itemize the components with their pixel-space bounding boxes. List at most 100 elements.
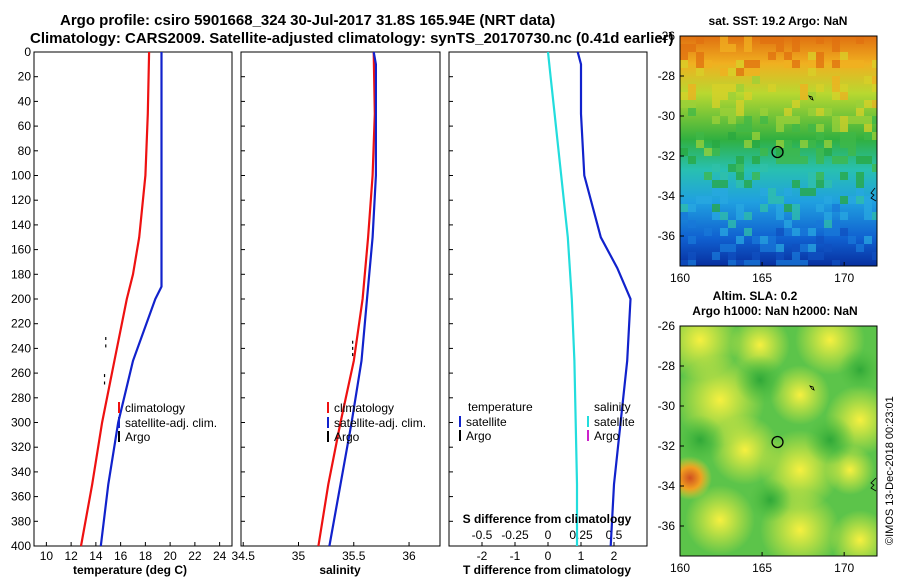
legend-climatology-label: climatology [125,401,185,415]
t-difference-tick-label: 2 [611,549,618,563]
latitude-tick-label: -26 [658,29,676,43]
depth-tick-label: 340 [11,465,31,479]
sla-map: Altim. SLA: 0.2 Argo h1000: NaN h2000: N… [658,289,878,575]
sst-pixel [744,212,752,220]
sst-pixel [792,156,800,164]
sst-pixel [840,92,848,100]
sst-pixel [752,76,760,84]
sst-pixel [720,68,728,76]
sst-pixel [752,236,760,244]
sst-pixel [784,116,792,124]
sst-pixel [736,204,744,212]
sst-pixel [872,76,877,84]
depth-tick-label: 160 [11,243,31,257]
sst-pixel [728,244,736,252]
depth-tick-label: 200 [11,292,31,306]
title-line-1: Argo profile: csiro 5901668_324 30-Jul-2… [60,12,555,29]
depth-tick-label: 20 [18,70,32,84]
sst-pixel [776,156,784,164]
sst-pixel [752,172,760,180]
s-difference-tick-label: -0.25 [501,528,529,542]
sst-pixel [840,124,848,132]
sst-pixel [776,196,784,204]
sst-pixel [776,260,784,266]
coastline-outline [870,187,877,202]
sst-pixel [712,116,720,124]
temperature-axis-label: temperature (deg C) [73,563,187,577]
sst-pixel [840,212,848,220]
longitude-tick-label: 165 [752,271,772,285]
sst-pixel [856,36,864,44]
depth-tick-label: 380 [11,514,31,528]
sst-pixel [872,116,877,124]
sst-pixel [800,84,808,92]
sst-pixel [744,92,752,100]
sst-pixel [768,244,776,252]
sst-pixel [784,188,792,196]
sst-pixel [752,132,760,140]
sst-pixel [840,84,848,92]
sst-pixel [768,52,776,60]
sst-pixel [824,244,832,252]
sst-pixel [736,212,744,220]
sla-anomaly [830,510,877,556]
sst-pixel [752,260,760,266]
sst-pixel [808,244,816,252]
sst-map: sat. SST: 19.2 Argo: NaN 160 165 170 -26 -28… [658,14,878,285]
depth-tick-label: 260 [11,366,31,380]
sst-pixel [808,252,816,260]
sst-pixel [760,204,768,212]
sst-pixel [792,212,800,220]
climatology-line [79,51,151,547]
sst-pixel [712,140,720,148]
sst-pixel [792,228,800,236]
sla-anomaly-blobs [680,326,877,556]
sst-pixel [776,124,784,132]
sst-pixel [728,116,736,124]
sst-pixel [848,116,856,124]
sst-pixel [872,84,877,92]
sst-pixel [808,140,816,148]
sla-anomaly [680,456,712,500]
sst-pixel [720,36,728,44]
sst-pixel [824,212,832,220]
sst-pixel [680,100,688,108]
depth-tick-label: 40 [18,94,32,108]
latitude-tick-label: -30 [658,399,676,413]
climatology-line [317,51,376,547]
sst-pixel [752,140,760,148]
sst-pixel [680,212,688,220]
sst-pixel [712,180,720,188]
sst-pixel [824,148,832,156]
temperature-tick-label: 22 [188,549,202,563]
sst-pixel [704,148,712,156]
sst-pixel [808,172,816,180]
sst-pixel [816,148,824,156]
sst-pixel [824,228,832,236]
sst-pixel [856,188,864,196]
salinity-plot-frame [240,51,441,547]
legend-temperature-satellite-label: satellite [466,415,507,429]
sst-pixel [808,228,816,236]
sst-pixel [864,236,872,244]
sst-pixel [776,212,784,220]
sst-pixel [688,84,696,92]
latitude-tick-label: -32 [658,149,676,163]
sst-pixel [832,124,840,132]
legend-temperature-argo-label: Argo [466,429,492,443]
sst-pixel [696,52,704,60]
sst-pixel [696,132,704,140]
profile-plots: 0204060801001201401601802002202402602803… [11,45,632,563]
latitude-tick-label: -34 [658,189,676,203]
legend-satellite-label: satellite-adj. clim. [125,416,217,430]
sst-pixel [728,164,736,172]
sst-pixel [816,180,824,188]
sst-pixel [736,260,744,266]
sst-pixel [768,36,776,44]
sst-pixel [704,60,712,68]
sst-pixel [736,100,744,108]
sst-pixel [728,260,736,266]
sst-pixel [856,172,864,180]
sst-pixel [776,116,784,124]
